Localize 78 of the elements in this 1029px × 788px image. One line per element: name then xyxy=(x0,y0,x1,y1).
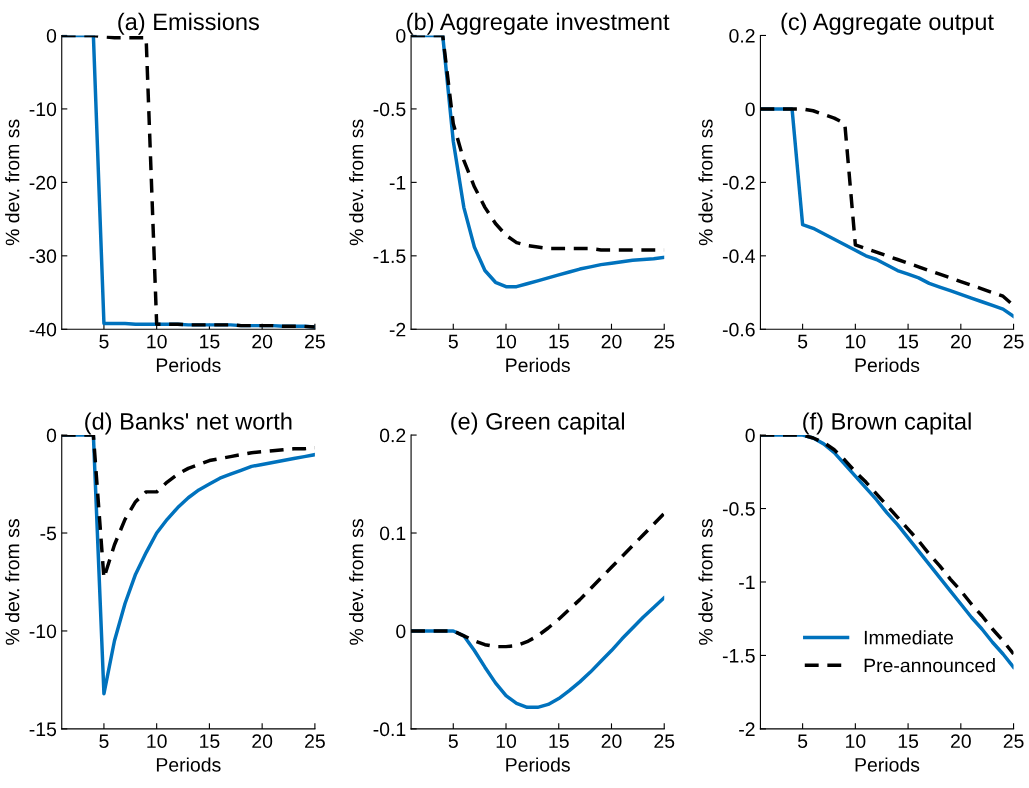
y-tick-label: 0 xyxy=(396,624,406,639)
x-tick-label: 15 xyxy=(200,734,220,749)
x-tick-label: 15 xyxy=(549,734,569,749)
y-tick-label: -0.1 xyxy=(373,722,406,737)
chart-title: (f) Brown capital xyxy=(803,412,971,435)
y-tick-label: -20 xyxy=(29,175,57,190)
x-tick-label: 25 xyxy=(305,334,325,349)
x-tick-label: 5 xyxy=(448,734,458,749)
x-axis-title: Periods xyxy=(156,757,221,772)
x-tick-label: 15 xyxy=(200,334,220,349)
x-tick-label: 20 xyxy=(601,734,622,749)
y-tick-label: -10 xyxy=(29,624,57,639)
y-tick-label: -40 xyxy=(29,322,57,337)
x-tick-label: 10 xyxy=(496,334,517,349)
y-tick-label: -2 xyxy=(389,322,406,337)
chart-title: (a) Emissions xyxy=(118,12,259,35)
x-tick-label: 25 xyxy=(654,334,675,349)
x-tick-label: 25 xyxy=(654,734,675,749)
x-axis-title: Periods xyxy=(156,357,221,373)
y-tick-label: -0.4 xyxy=(722,249,755,264)
x-tick-label: 20 xyxy=(252,734,273,749)
x-tick-label: 15 xyxy=(898,734,919,749)
x-tick-label: 20 xyxy=(950,334,971,349)
y-tick-label: -1 xyxy=(389,176,406,190)
x-axis-title: Periods xyxy=(506,757,570,772)
legend-label: Immediate xyxy=(864,630,954,645)
x-tick-label: 10 xyxy=(147,734,167,749)
x-tick-label: 20 xyxy=(252,334,273,349)
y-axis-title: % dev. from ss xyxy=(5,519,20,645)
x-tick-label: 25 xyxy=(1003,734,1024,749)
y-tick-label: 0 xyxy=(745,102,755,117)
x-axis-title: Periods xyxy=(855,357,920,373)
x-tick-label: 20 xyxy=(950,734,971,749)
y-tick-label: 0 xyxy=(46,28,57,43)
x-axis-title: Periods xyxy=(506,357,570,373)
y-tick-label: -0.5 xyxy=(722,502,755,516)
x-tick-label: 10 xyxy=(496,734,517,749)
chart-title: (b) Aggregate investment xyxy=(407,12,670,35)
y-tick-label: -0.5 xyxy=(373,102,406,117)
x-tick-label: 5 xyxy=(448,334,458,349)
y-tick-label: -0.2 xyxy=(722,175,755,190)
x-tick-label: 20 xyxy=(601,334,622,349)
x-tick-label: 5 xyxy=(797,334,808,349)
y-axis-title: % dev. from ss xyxy=(5,119,20,246)
y-tick-label: 0.2 xyxy=(729,28,755,43)
y-tick-label: -15 xyxy=(29,722,57,737)
y-tick-label: -5 xyxy=(40,526,57,541)
x-tick-label: 10 xyxy=(846,734,866,749)
x-tick-label: 10 xyxy=(147,334,167,349)
legend-label: Pre-announced xyxy=(864,658,995,673)
x-axis-title: Periods xyxy=(855,757,920,772)
x-tick-label: 25 xyxy=(1003,334,1024,349)
y-tick-label: 0 xyxy=(396,28,406,43)
y-tick-label: 0 xyxy=(46,428,57,443)
y-tick-label: 0.1 xyxy=(379,526,406,541)
x-tick-label: 15 xyxy=(898,334,919,349)
x-tick-label: 5 xyxy=(99,734,109,749)
x-tick-label: 15 xyxy=(549,334,569,349)
x-tick-label: 10 xyxy=(846,334,866,349)
x-tick-label: 5 xyxy=(797,734,808,749)
y-axis-title: % dev. from ss xyxy=(698,119,713,246)
chart-title: (e) Green capital xyxy=(451,412,625,435)
y-axis-title: % dev. from ss xyxy=(349,119,364,246)
x-tick-label: 5 xyxy=(99,334,109,349)
y-tick-label: -10 xyxy=(29,102,57,117)
y-axis-title: % dev. from ss xyxy=(349,519,364,645)
y-tick-label: -30 xyxy=(29,249,57,264)
y-tick-label: -2 xyxy=(739,722,755,736)
x-tick-label: 25 xyxy=(305,734,325,749)
chart-title: (c) Aggregate output xyxy=(781,12,994,35)
y-axis-title: % dev. from ss xyxy=(698,519,713,645)
chart-title: (d) Banks' net worth xyxy=(85,412,292,435)
y-tick-label: -1.5 xyxy=(373,249,406,264)
y-tick-label: 0 xyxy=(745,428,755,443)
y-tick-label: -1 xyxy=(739,575,755,590)
y-tick-label: 0.2 xyxy=(379,428,406,443)
y-tick-label: -1.5 xyxy=(722,649,755,663)
y-tick-label: -0.6 xyxy=(722,322,755,337)
